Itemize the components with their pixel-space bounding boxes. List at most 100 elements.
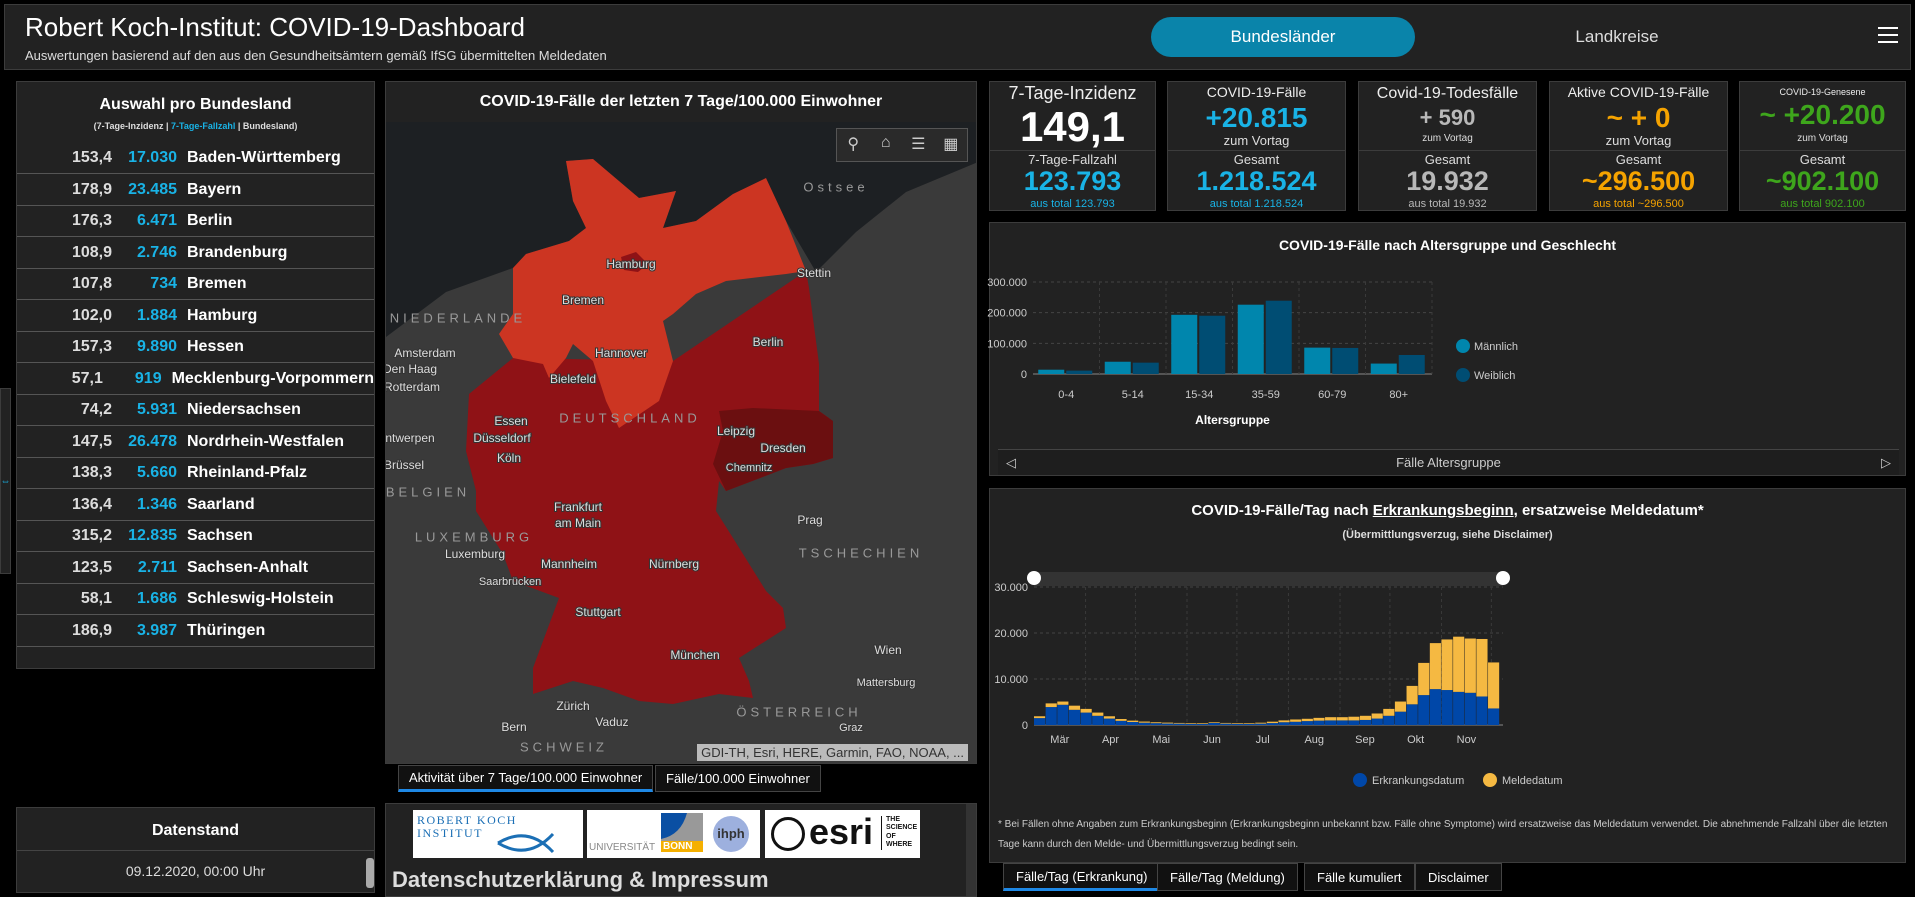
state-row[interactable]: 136,4 1.346 Saarland — [17, 490, 374, 521]
state-name: Thüringen — [187, 621, 266, 639]
state-row[interactable]: 153,4 17.030 Baden-Württemberg — [17, 143, 374, 174]
map-label: Bremen — [562, 293, 604, 307]
state-name: Rheinland-Pfalz — [187, 464, 308, 481]
impressum-heading[interactable]: Datenschutzerklärung & Impressum — [392, 867, 769, 892]
app-title: Robert Koch-Institut: COVID-19-Dashboard — [25, 12, 525, 42]
kpi-title: COVID-19-Fälle — [1206, 84, 1307, 100]
region-dark — [713, 408, 833, 491]
map-label: Stettin — [797, 266, 831, 280]
esri-tagline: THE SCIENCE OF WHERE — [881, 816, 917, 850]
incidence-value: 58,1 — [80, 590, 112, 607]
search-icon[interactable]: ⚲ — [847, 136, 860, 153]
incidence-value: 107,8 — [71, 275, 112, 292]
map-label: Mattersburg — [857, 677, 916, 689]
state-row[interactable]: 147,5 26.478 Nordrhein-Westfalen — [17, 427, 374, 458]
region-hamburg — [621, 252, 648, 272]
home-icon[interactable]: ⌂ — [880, 134, 891, 151]
map-attribution[interactable]: GDI-TH, Esri, HERE, Garmin, FAO, NOAA, .… — [697, 744, 968, 761]
legend-incidence: (7-Tage-Inzidenz | — [93, 121, 171, 131]
bonn-text: BONN — [661, 841, 703, 852]
map-label: Den Haag — [386, 362, 437, 376]
scrollbar[interactable] — [366, 858, 374, 888]
map-label: Berlin — [753, 335, 784, 349]
state-row[interactable]: 57,1 919 Mecklenburg-Vorpommern — [17, 364, 374, 395]
esri-logo[interactable]: esri THE SCIENCE OF WHERE — [765, 810, 920, 858]
basemap-gallery-icon[interactable]: ▦ — [943, 136, 959, 153]
incidence-value: 138,3 — [71, 464, 112, 481]
scrollbar[interactable] — [966, 804, 976, 896]
kpi-change-label: zum Vortag — [1223, 133, 1290, 148]
state-row[interactable]: 186,9 3.987 Thüringen — [17, 616, 374, 647]
kpi-card[interactable]: Covid-19-Todesfälle + 590 zum Vortag Gesamt… — [1358, 81, 1537, 211]
map-label: Ostsee — [803, 179, 868, 194]
state-row[interactable]: 74,2 5.931 Niedersachsen — [17, 395, 374, 426]
map-label: Bern — [501, 720, 526, 734]
sea — [386, 122, 976, 337]
state-name: Brandenburg — [187, 243, 288, 261]
age-chart-title: COVID-19-Fälle nach Altersgruppe und Ges… — [1278, 237, 1617, 253]
kpi-title: Aktive COVID-19-Fälle — [1567, 84, 1710, 100]
map-label: Hamburg — [606, 257, 655, 271]
kpi-card[interactable]: Aktive COVID-19-Fälle ~ + 0 zum Vortag Gesa… — [1549, 81, 1728, 211]
tab-ts-0[interactable]: Fälle/Tag (Erkrankung) — [1003, 863, 1161, 891]
incidence-value: 147,5 — [71, 432, 112, 450]
ihph-logo: ihph — [713, 816, 749, 852]
state-row[interactable]: 176,3 6.471 Berlin — [17, 206, 374, 237]
next-chart-arrow-icon[interactable]: ▷ — [1881, 455, 1891, 470]
case-count-value: 9.890 — [136, 338, 177, 355]
state-row[interactable]: 58,1 1.686 Schleswig-Holstein — [17, 584, 374, 615]
state-row[interactable]: 102,0 1.884 Hamburg — [17, 301, 374, 332]
map-label: Frankfurt — [554, 500, 603, 514]
kpi-card[interactable]: COVID-19-Fälle +20.815 zum Vortag Gesamt 1.2… — [1167, 81, 1346, 211]
rki-logo[interactable]: ROBERT KOCH INSTITUT — [413, 810, 583, 858]
datenstand-title: Datenstand — [151, 822, 240, 839]
state-row[interactable]: 157,3 9.890 Hessen — [17, 332, 374, 363]
state-row[interactable]: 138,3 5.660 Rheinland-Pfalz — [17, 458, 374, 489]
region-mid — [466, 271, 833, 704]
uni-bonn-logo[interactable]: UNIVERSITÄT BONN ihph — [587, 810, 760, 858]
case-count-value: 1.884 — [136, 306, 177, 324]
kpi-total-value: 123.793 — [1023, 166, 1122, 196]
kpi-card[interactable]: COVID-19-Genesene ~ +20.200 zum Vortag Gesa… — [1739, 81, 1906, 211]
tab-landkreise[interactable]: Landkreise — [1575, 27, 1659, 46]
tab-aktivitaet-7-tage[interactable]: Aktivität über 7 Tage/100.000 Einwohner — [398, 765, 654, 792]
incidence-value: 74,2 — [80, 401, 112, 418]
state-row[interactable]: 178,9 23.485 Bayern — [17, 175, 374, 206]
map-title: COVID-19-Fälle der letzten 7 Tage/100.00… — [386, 82, 976, 122]
map-label: LUXEMBURG — [415, 529, 533, 544]
state-row[interactable]: 108,9 2.746 Brandenburg — [17, 238, 374, 269]
kpi-change-label: zum Vortag — [1605, 133, 1672, 148]
case-count-value: 26.478 — [128, 432, 177, 450]
tab-ts-2[interactable]: Fälle kumuliert — [1304, 863, 1415, 891]
map-label: TSCHECHIEN — [799, 545, 924, 560]
prev-chart-arrow-icon[interactable]: ◁ — [1006, 455, 1016, 470]
case-count-value: 5.660 — [136, 464, 177, 481]
hamburger-menu-icon[interactable] — [1878, 27, 1898, 45]
state-row[interactable]: 123,5 2.711 Sachsen-Anhalt — [17, 553, 374, 584]
state-name: Sachsen — [187, 527, 253, 544]
tab-faelle-100000[interactable]: Fälle/100.000 Einwohner — [655, 765, 821, 792]
datenstand-panel: Datenstand 09.12.2020, 00:00 Uhr — [16, 807, 375, 893]
incidence-value: 136,4 — [71, 495, 112, 513]
side-panel-toggle[interactable]: ⇔ — [0, 388, 11, 574]
state-name: Hamburg — [187, 306, 258, 324]
map-label: Luxemburg — [445, 547, 505, 561]
kpi-change-value: + 590 — [1419, 105, 1476, 130]
map-canvas[interactable]: Ostsee Hamburg Stettin Bremen NIEDERLANDE Ber… — [386, 122, 977, 764]
tab-bundeslaender[interactable]: Bundesländer — [1151, 17, 1415, 57]
legend-list-icon[interactable]: ☰ — [911, 136, 926, 153]
kpi-change-value: +20.815 — [1205, 102, 1308, 133]
ts-title-link[interactable]: Erkrankungsbeginn — [1372, 502, 1514, 519]
kpi-change-label: zum Vortag — [1422, 133, 1473, 144]
tab-ts-1[interactable]: Fälle/Tag (Meldung) — [1157, 863, 1298, 891]
state-row[interactable]: 315,2 12.835 Sachsen — [17, 521, 374, 552]
ts-title-a: COVID-19-Fälle/Tag nach — [1191, 502, 1373, 519]
map-label: Brüssel — [386, 458, 424, 472]
globe-icon — [771, 817, 805, 851]
map-label: BELGIEN — [386, 484, 470, 499]
state-name: Nordrhein-Westfalen — [187, 432, 345, 450]
kpi-card[interactable]: 7-Tage-Inzidenz 149,1 7-Tage-Fallzahl 123.7… — [989, 81, 1156, 211]
state-row[interactable]: 107,8 734 Bremen — [17, 269, 374, 300]
tab-ts-3[interactable]: Disclaimer — [1415, 863, 1502, 891]
legend-cases: 7-Tage-Fallzahl — [170, 121, 236, 131]
